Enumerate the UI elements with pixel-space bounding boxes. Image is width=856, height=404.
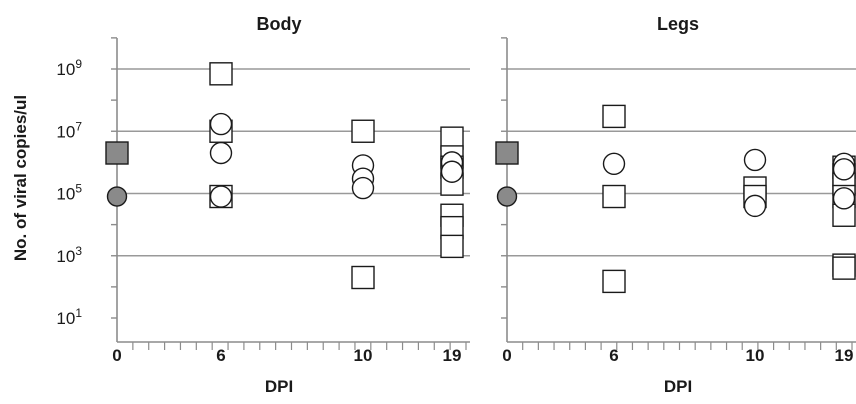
- panel-legs: Legs 0 6 10 19 DPI: [495, 14, 856, 396]
- x-tick-label: 19: [443, 346, 462, 365]
- y-tick-label: 103: [56, 244, 82, 266]
- x-tick-label: 0: [502, 346, 511, 365]
- circle-marker: [743, 148, 767, 172]
- square-marker: [351, 265, 375, 290]
- circle-marker: [602, 152, 626, 175]
- x-tick-label: 6: [609, 346, 618, 365]
- circle-marker: [351, 176, 375, 200]
- panel-title: Legs: [657, 14, 699, 34]
- circle-marker: [743, 194, 767, 218]
- square-marker: [602, 184, 626, 209]
- y-tick-label: 107: [56, 119, 82, 141]
- circle-marker: [209, 141, 233, 165]
- y-tick-label: 109: [56, 57, 82, 79]
- y-axis-label: No. of viral copies/ul: [11, 95, 30, 261]
- square-marker: [602, 104, 626, 129]
- square-marker: [105, 141, 129, 165]
- circle-marker: [832, 187, 856, 210]
- square-marker: [832, 256, 856, 280]
- x-axis-label: DPI: [664, 377, 692, 396]
- circle-marker: [106, 186, 128, 207]
- x-tick-label: 0: [112, 346, 121, 365]
- circle-marker: [209, 112, 233, 136]
- panel-title: Body: [257, 14, 302, 34]
- square-marker: [351, 119, 375, 143]
- circle-marker: [440, 160, 464, 183]
- y-tick-label: 101: [56, 306, 82, 328]
- x-tick-label: 10: [746, 346, 765, 365]
- x-tick-label: 6: [216, 346, 225, 365]
- square-marker: [495, 141, 519, 165]
- x-axis-label: DPI: [265, 377, 293, 396]
- panel-body: Body 101 103 105 107 109 0 6 10 19 DPI: [56, 14, 470, 396]
- square-marker: [209, 62, 233, 86]
- y-tick-label: 105: [56, 182, 82, 204]
- circle-marker: [832, 158, 856, 181]
- x-tick-label: 19: [835, 346, 854, 365]
- circle-marker: [209, 185, 233, 208]
- square-marker: [602, 269, 626, 294]
- square-marker: [440, 234, 464, 259]
- circle-marker: [496, 186, 518, 207]
- x-tick-label: 10: [354, 346, 373, 365]
